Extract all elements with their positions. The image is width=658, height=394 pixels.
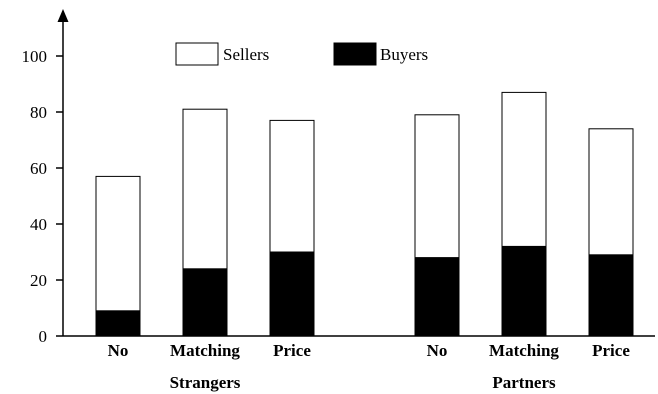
bars — [95, 91, 634, 337]
legend-swatch-sellers — [175, 42, 219, 66]
category-label: Price — [273, 341, 311, 360]
category-label: No — [108, 341, 129, 360]
y-tick-label: 80 — [30, 103, 47, 122]
y-tick-label: 60 — [30, 159, 47, 178]
y-tick-label: 40 — [30, 215, 47, 234]
bar-partners-matching-sellers — [501, 91, 547, 247]
legend-label-sellers: Sellers — [223, 45, 269, 64]
y-tick-label: 100 — [22, 47, 48, 66]
legend: Sellers Buyers — [175, 42, 428, 66]
legend-swatch-buyers — [333, 42, 377, 66]
group-labels: Strangers Partners — [170, 373, 556, 392]
bar-strangers-price-sellers — [269, 119, 315, 253]
bar-strangers-no-sellers — [95, 175, 141, 312]
group-label-partners: Partners — [492, 373, 556, 392]
bar-partners-price-sellers — [588, 128, 634, 256]
bar-strangers-matching-sellers — [182, 108, 228, 270]
bar-strangers-price-buyers — [269, 251, 315, 337]
bar-strangers-matching-buyers — [182, 268, 228, 337]
y-axis — [57, 9, 69, 336]
category-label: Matching — [170, 341, 240, 360]
bar-partners-matching-buyers — [501, 245, 547, 337]
category-label: Price — [592, 341, 630, 360]
bar-partners-no-sellers — [414, 114, 460, 259]
bar-partners-price-buyers — [588, 254, 634, 337]
bar-strangers-no-buyers — [95, 310, 141, 337]
category-labels: No Matching Price No Matching Price — [108, 341, 631, 360]
category-label: Matching — [489, 341, 559, 360]
y-axis-arrow — [57, 9, 69, 22]
legend-label-buyers: Buyers — [380, 45, 428, 64]
y-tick-label: 20 — [30, 271, 47, 290]
group-label-strangers: Strangers — [170, 373, 241, 392]
y-tick-label: 0 — [39, 327, 48, 346]
bar-partners-no-buyers — [414, 257, 460, 337]
category-label: No — [427, 341, 448, 360]
y-ticks: 0 20 40 60 80 100 — [22, 47, 63, 346]
